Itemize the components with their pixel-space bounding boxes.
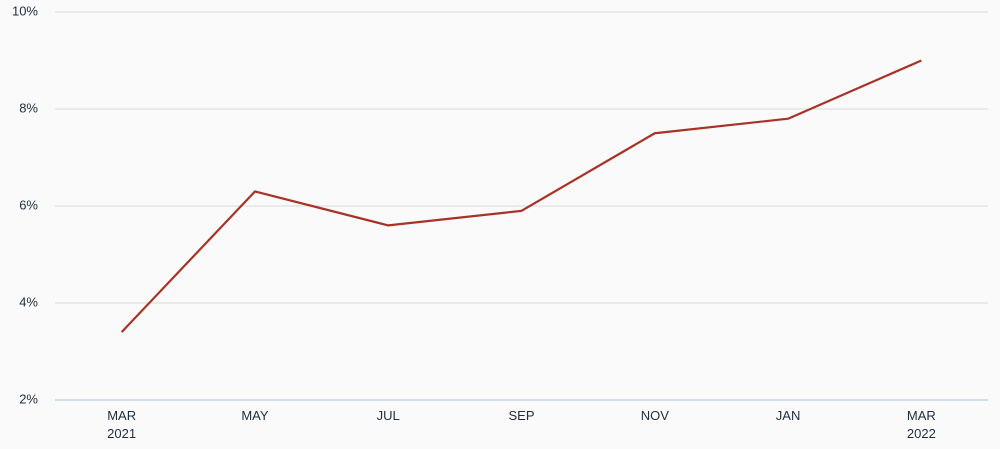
y-tick-label: 4%: [19, 294, 38, 309]
x-tick-label: SEP: [508, 408, 534, 423]
x-tick-label: MAY: [241, 408, 269, 423]
x-tick-label: JAN: [776, 408, 801, 423]
x-tick-label: MAR 2022: [907, 408, 936, 441]
y-tick-label: 8%: [19, 100, 38, 115]
y-tick-label: 6%: [19, 197, 38, 212]
y-tick-label: 2%: [19, 391, 38, 406]
x-tick-label: NOV: [641, 408, 670, 423]
x-tick-label: MAR 2021: [107, 408, 136, 441]
x-tick-label: JUL: [377, 408, 400, 423]
y-tick-label: 10%: [12, 3, 38, 18]
data-line: [120, 59, 922, 333]
